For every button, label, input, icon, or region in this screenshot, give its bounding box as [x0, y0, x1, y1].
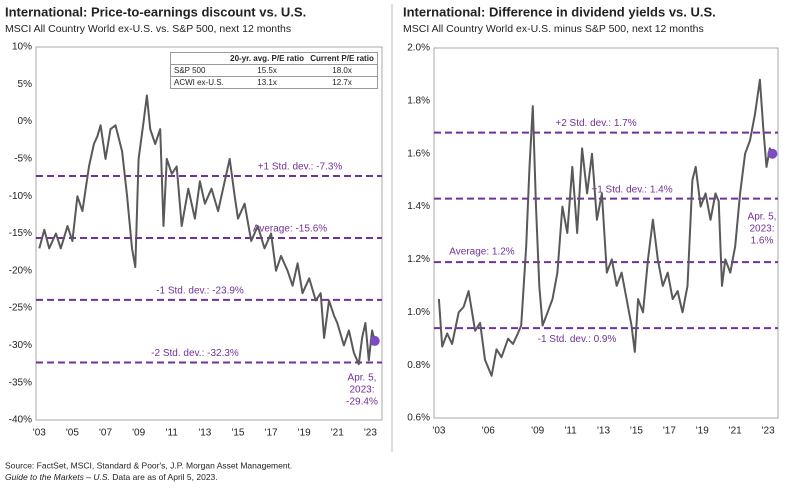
x-tick-label: '03 [33, 428, 46, 439]
x-tick-label: '03 [432, 426, 445, 437]
pe-table: 20-yr. avg. P/E ratio Current P/E ratio S&… [170, 52, 378, 89]
x-tick-label: '23 [762, 426, 775, 437]
table-cell: 18.0x [307, 64, 378, 77]
x-tick-label: '06 [482, 426, 495, 437]
y-tick-label: 1.6% [407, 148, 430, 159]
y-tick-label: 5% [18, 79, 33, 90]
chart-subtitle: MSCI All Country World ex-U.S. vs. S&P 5… [5, 23, 291, 35]
reference-label: -2 Std. dev.: -32.3% [151, 348, 239, 359]
y-tick-label: 0.6% [407, 413, 430, 424]
y-tick-label: 1.2% [407, 254, 430, 265]
x-tick-label: '15 [231, 428, 244, 439]
annotation: -29.4% [346, 397, 378, 408]
x-tick-label: '17 [265, 428, 278, 439]
table-cell: 13.1x [227, 76, 308, 89]
x-tick-label: '15 [630, 426, 643, 437]
y-tick-label: 0.8% [407, 360, 430, 371]
y-tick-label: -10% [9, 191, 32, 202]
y-tick-label: -15% [9, 228, 32, 239]
chart-title: International: Price-to-earnings discoun… [5, 4, 306, 19]
x-tick-label: '05 [66, 428, 79, 439]
x-tick-label: '13 [597, 426, 610, 437]
x-tick-label: '09 [531, 426, 544, 437]
y-tick-label: -25% [9, 303, 32, 314]
table-header: 20-yr. avg. P/E ratio Current P/E ratio [170, 52, 378, 65]
y-tick-label: -20% [9, 265, 32, 276]
annotation: Apr. 5, [348, 373, 377, 384]
data-line [437, 78, 774, 377]
x-tick-label: '19 [696, 426, 709, 437]
plot-frame [35, 46, 383, 421]
y-tick-label: -30% [9, 340, 32, 351]
reference-label: Average: 1.2% [449, 247, 515, 258]
x-tick-label: '09 [132, 428, 145, 439]
chart-title: International: Difference in dividend yi… [403, 4, 716, 19]
latest-point [369, 335, 380, 346]
annotation: Apr. 5, [748, 212, 777, 223]
x-tick-label: '21 [729, 426, 742, 437]
y-tick-label: 1.4% [407, 201, 430, 212]
reference-label: +2 Std. dev.: 1.7% [555, 118, 636, 129]
as-of-note: Guide to the Markets – U.S. Data are as … [5, 472, 218, 482]
table-row: S&P 500 15.5x 18.0x [170, 64, 378, 77]
y-tick-label: 10% [12, 42, 32, 53]
chart-subtitle: MSCI All Country World ex-U.S. minus S&P… [403, 23, 704, 35]
x-tick-label: '17 [663, 426, 676, 437]
y-tick-label: 0% [18, 116, 33, 127]
y-tick-label: 1.8% [407, 95, 430, 106]
table-cell: 20-yr. avg. P/E ratio [227, 52, 308, 65]
table-cell: Current P/E ratio [307, 52, 378, 65]
x-tick-label: '13 [198, 428, 211, 439]
reference-label: -1 Std. dev.: -23.9% [156, 286, 244, 297]
reference-label: Average: -15.6% [253, 224, 327, 235]
data-line [38, 94, 376, 366]
x-tick-label: '11 [564, 426, 577, 437]
x-tick-label: '23 [364, 428, 377, 439]
table-cell: 12.7x [307, 76, 378, 89]
y-tick-label: 1.0% [407, 307, 430, 318]
source-note: Source: FactSet, MSCI, Standard & Poor's… [5, 460, 292, 470]
table-cell: S&P 500 [170, 64, 227, 77]
reference-label: -1 Std. dev.: 0.9% [538, 334, 617, 345]
as-of: Data are as of April 5, 2023. [112, 472, 217, 482]
table-row: ACWI ex-U.S. 13.1x 12.7x [170, 76, 378, 89]
guide-name: Guide to the Markets – U.S. [5, 472, 110, 482]
table-cell: 15.5x [227, 64, 308, 77]
y-tick-label: 2.0% [407, 43, 430, 54]
plot-frame [433, 47, 779, 419]
x-tick-label: '21 [331, 428, 344, 439]
annotation: 1.6% [751, 236, 774, 247]
y-tick-label: -5% [14, 154, 32, 165]
annotation: 2023: [749, 224, 774, 235]
annotation: 2023: [349, 385, 374, 396]
x-tick-label: '11 [166, 428, 179, 439]
table-cell: ACWI ex-U.S. [170, 76, 227, 89]
reference-label: +1 Std. dev.: 1.4% [591, 184, 672, 195]
latest-point [767, 148, 778, 159]
x-tick-label: '07 [99, 428, 112, 439]
y-tick-label: -35% [9, 377, 32, 388]
x-tick-label: '19 [298, 428, 311, 439]
y-tick-label: -40% [9, 415, 32, 426]
reference-label: +1 Std. dev.: -7.3% [258, 162, 343, 173]
